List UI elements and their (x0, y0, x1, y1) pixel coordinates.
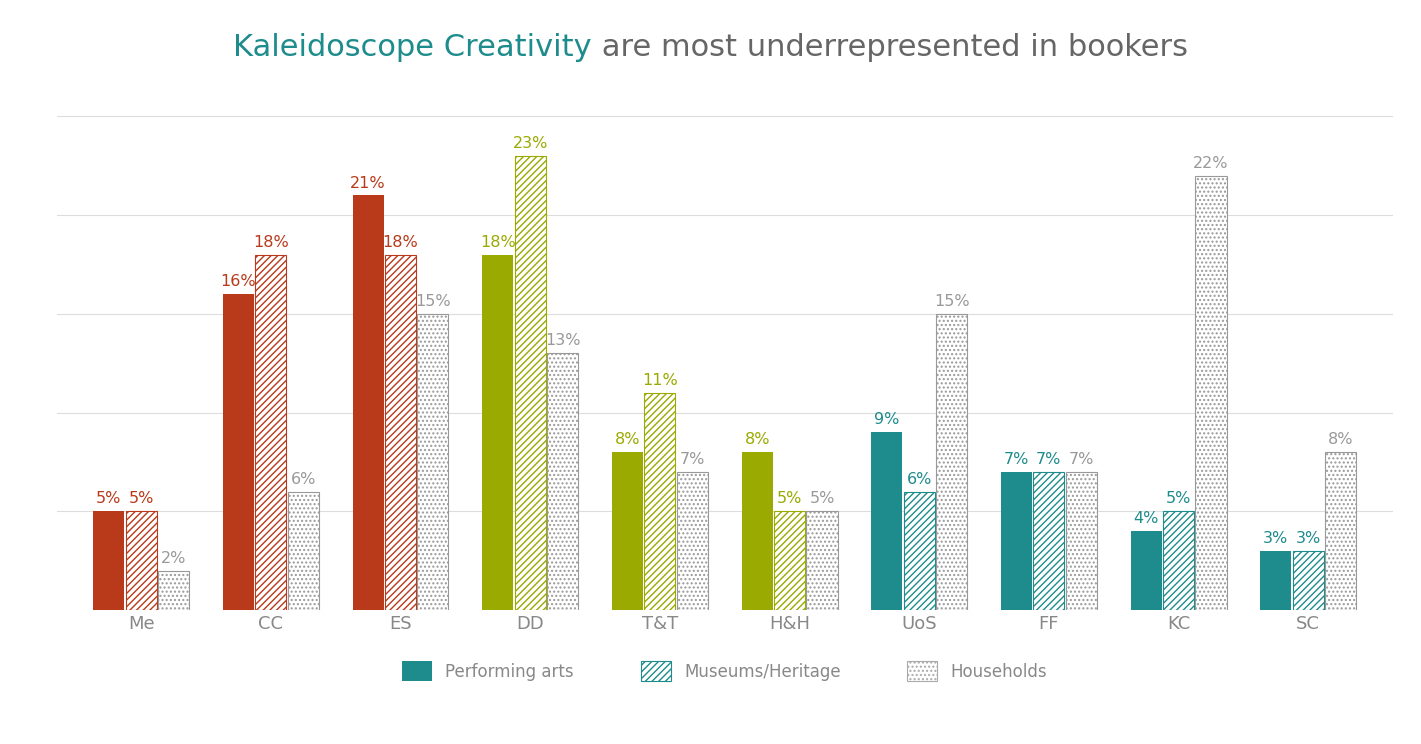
Bar (158, 571, 189, 610)
Bar (287, 492, 318, 610)
Text: 11%: 11% (642, 373, 678, 388)
Text: 6%: 6% (907, 472, 932, 487)
Text: 5%: 5% (810, 492, 834, 507)
Bar (385, 254, 416, 610)
Bar (1000, 472, 1032, 610)
Bar (1033, 472, 1064, 610)
Text: 9%: 9% (874, 412, 899, 428)
Text: 23%: 23% (513, 136, 549, 151)
Bar (94, 511, 124, 610)
Text: are most underrepresented in bookers: are most underrepresented in bookers (591, 33, 1188, 62)
Text: 13%: 13% (544, 333, 580, 348)
Bar (1260, 551, 1292, 610)
Bar (1131, 531, 1162, 610)
Bar (644, 393, 675, 610)
Text: 8%: 8% (1329, 432, 1353, 447)
Bar (871, 432, 902, 610)
Bar (482, 254, 513, 610)
Text: 18%: 18% (253, 235, 288, 250)
Text: 16%: 16% (220, 275, 256, 289)
Bar (514, 156, 546, 610)
Text: 2%: 2% (161, 551, 186, 565)
Text: 3%: 3% (1296, 531, 1322, 546)
Bar (904, 492, 935, 610)
Text: 5%: 5% (777, 492, 803, 507)
Bar (1195, 176, 1226, 610)
Text: 22%: 22% (1194, 155, 1229, 171)
Legend: Performing arts, Museums/Heritage, Households: Performing arts, Museums/Heritage, House… (394, 653, 1056, 689)
Text: 15%: 15% (415, 294, 450, 309)
Bar (256, 254, 287, 610)
Text: 18%: 18% (382, 235, 418, 250)
Text: 6%: 6% (290, 472, 315, 487)
Text: 5%: 5% (128, 492, 153, 507)
Text: 7%: 7% (679, 452, 705, 467)
Bar (742, 452, 773, 610)
Bar (1162, 511, 1194, 610)
Text: 7%: 7% (1003, 452, 1029, 467)
Bar (1066, 472, 1097, 610)
Bar (1326, 452, 1356, 610)
Text: 5%: 5% (1165, 492, 1191, 507)
Text: 7%: 7% (1036, 452, 1061, 467)
Bar (806, 511, 837, 610)
Bar (1293, 551, 1324, 610)
Bar (612, 452, 644, 610)
Bar (418, 314, 449, 610)
Text: 4%: 4% (1134, 511, 1160, 526)
Bar (125, 511, 156, 610)
Text: Kaleidoscope Creativity: Kaleidoscope Creativity (233, 33, 591, 62)
Bar (936, 314, 968, 610)
Text: 21%: 21% (350, 176, 387, 190)
Bar (774, 511, 806, 610)
Text: 5%: 5% (97, 492, 121, 507)
Bar (223, 294, 254, 610)
Text: 8%: 8% (615, 432, 641, 447)
Text: 15%: 15% (934, 294, 969, 309)
Bar (676, 472, 708, 610)
Bar (547, 353, 578, 610)
Text: 18%: 18% (480, 235, 516, 250)
Bar (352, 196, 384, 610)
Text: 3%: 3% (1263, 531, 1289, 546)
Text: 7%: 7% (1069, 452, 1094, 467)
Text: 8%: 8% (745, 432, 770, 447)
